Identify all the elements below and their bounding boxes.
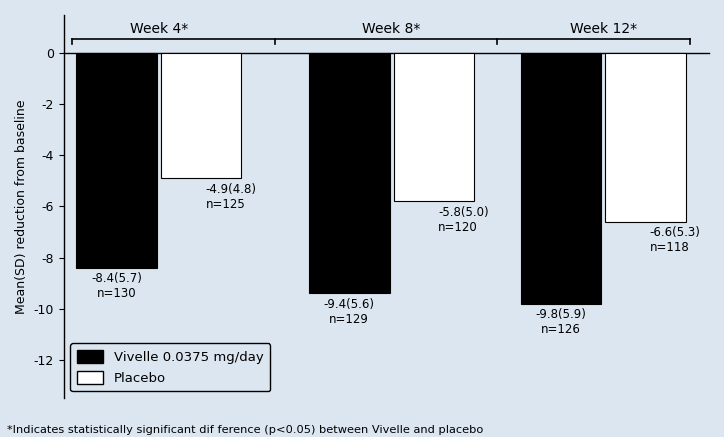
Bar	[605, 53, 686, 222]
Text: -5.8(5.0)
n=120: -5.8(5.0) n=120	[438, 206, 489, 234]
Y-axis label: Mean(SD) reduction from baseline: Mean(SD) reduction from baseline	[15, 99, 28, 314]
Legend: Vivelle 0.0375 mg/day, Placebo: Vivelle 0.0375 mg/day, Placebo	[70, 343, 270, 392]
Text: Week 4*: Week 4*	[130, 22, 188, 36]
Text: -8.4(5.7)
n=130: -8.4(5.7) n=130	[91, 272, 142, 300]
Text: *Indicates statistically significant dif ference (p<0.05) between Vivelle and pl: *Indicates statistically significant dif…	[7, 425, 484, 435]
Text: Week 8*: Week 8*	[363, 22, 421, 36]
Text: -6.6(5.3)
n=118: -6.6(5.3) n=118	[649, 226, 701, 254]
Text: -9.8(5.9)
n=126: -9.8(5.9) n=126	[536, 308, 586, 336]
Bar	[394, 53, 474, 201]
Bar	[309, 53, 390, 293]
Bar	[521, 53, 601, 304]
Text: Week 12*: Week 12*	[570, 22, 637, 36]
Bar	[76, 53, 157, 268]
Text: -4.9(4.8)
n=125: -4.9(4.8) n=125	[206, 183, 256, 211]
Text: -9.4(5.6)
n=129: -9.4(5.6) n=129	[324, 298, 375, 326]
Bar	[161, 53, 241, 178]
